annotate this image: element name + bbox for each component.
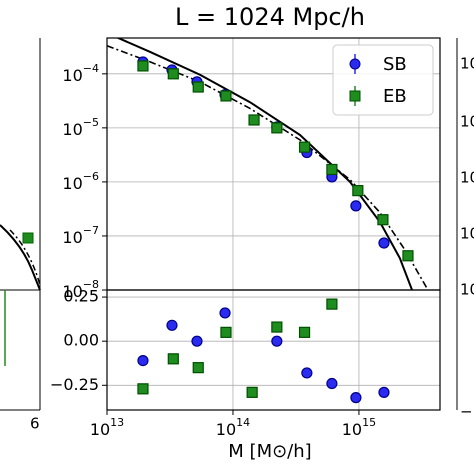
data-point <box>219 307 231 319</box>
y-tick-label: 10−8 <box>62 278 99 301</box>
model-curve <box>117 38 413 290</box>
data-point <box>191 335 203 347</box>
data-point <box>352 185 364 197</box>
x-tick-label: 1014 <box>216 416 250 439</box>
data-point <box>271 122 283 134</box>
right-fragment: 10 <box>460 169 474 187</box>
left-curve <box>0 224 41 291</box>
data-point <box>192 362 204 374</box>
plot-area <box>137 298 390 404</box>
x-tick-label: 1015 <box>342 416 376 439</box>
data-point <box>377 214 389 226</box>
data-point <box>298 141 311 153</box>
data-point <box>137 354 149 367</box>
data-point <box>378 237 390 249</box>
data-point <box>166 319 178 331</box>
data-point <box>326 377 338 390</box>
x-tick-label: 1013 <box>90 416 124 439</box>
x-axis-label: M [M⊙/h] <box>228 441 311 462</box>
right-fragment: 10 <box>460 55 474 73</box>
data-point <box>246 386 258 398</box>
data-point <box>298 326 311 338</box>
right-fragment: 10 <box>460 281 474 299</box>
legend-label: SB <box>383 54 407 75</box>
right-fragment: 10 <box>460 113 474 131</box>
legend-label: EB <box>383 86 407 107</box>
data-point <box>137 383 149 395</box>
data-point <box>167 353 179 365</box>
data-point <box>167 68 179 80</box>
legend-marker <box>349 90 361 102</box>
data-point <box>350 200 362 212</box>
right-fragment: − <box>460 403 473 421</box>
legend-marker <box>349 58 361 70</box>
data-point <box>248 114 260 126</box>
left-curve <box>9 229 41 286</box>
data-point <box>378 386 390 398</box>
y-tick-label: 10−4 <box>62 62 99 85</box>
model-curve <box>107 45 429 290</box>
right-fragment: 10 <box>460 225 474 243</box>
data-point <box>220 326 232 338</box>
chart-title: L = 1024 Mpc/h <box>175 3 365 31</box>
y-tick-label: 10−6 <box>62 170 99 193</box>
y-tick-label: 0.25 <box>63 287 99 306</box>
y-tick-label: 10−7 <box>62 224 99 247</box>
plot-area <box>107 38 429 290</box>
data-point <box>326 163 338 176</box>
y-tick-label: 0.00 <box>63 331 99 350</box>
data-point <box>192 81 204 93</box>
data-point <box>301 367 313 379</box>
data-point <box>402 250 414 262</box>
data-point <box>271 321 283 333</box>
data-point <box>137 60 149 72</box>
y-tick-label: −0.25 <box>50 375 99 394</box>
data-point <box>326 298 338 310</box>
data-point <box>350 392 362 404</box>
data-point <box>271 335 283 347</box>
left-fragment: 6 <box>30 415 40 433</box>
data-point <box>220 90 232 102</box>
left-marker <box>22 232 34 244</box>
y-tick-label: 10−5 <box>62 116 99 139</box>
axes-frame <box>106 289 441 411</box>
